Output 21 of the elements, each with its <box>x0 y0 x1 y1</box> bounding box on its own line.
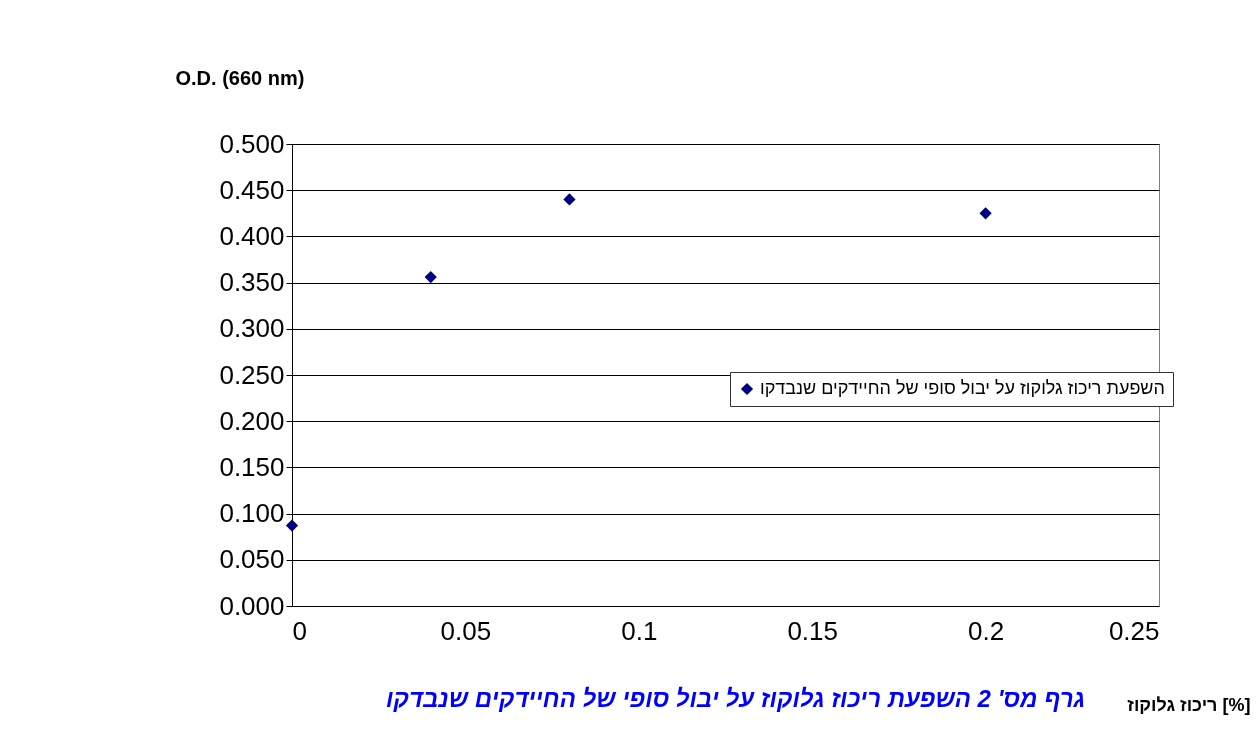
x-tick-label: 0.1 <box>621 615 658 646</box>
x-tick-label: 0.25 <box>1108 615 1160 646</box>
legend-label: השפעת ריכוז גלוקוז על יבול סופי של החיידקים שנבדקו <box>760 378 1165 398</box>
y-tick-label: 0.100 <box>219 498 285 529</box>
y-tick-label: 0.050 <box>219 544 285 575</box>
x-tick-label: 0 <box>292 615 307 646</box>
x-tick-label: 0.2 <box>968 615 1005 646</box>
y-tick-label: 0.450 <box>219 174 285 205</box>
x-tick-label: 0.05 <box>440 615 492 646</box>
y-tick-label: 0.000 <box>219 590 285 621</box>
y-tick-label: 0.300 <box>219 313 285 344</box>
x-axis-title: ריכוז גלוקוז [%] <box>1127 694 1251 715</box>
y-tick-label: 0.200 <box>219 405 285 436</box>
y-tick-label: 0.350 <box>219 267 285 298</box>
y-tick-label: 0.400 <box>219 220 285 251</box>
text: גרף מס' 2 השפעת ריכוז גלוקוז על יבול סופי של החיידקים שנבדקו <box>386 685 1085 712</box>
y-tick-label: 0.150 <box>219 451 285 482</box>
y-tick-label: 0.500 <box>219 128 285 159</box>
x-tick-label: 0.15 <box>787 615 838 646</box>
y-tick-label: 0.250 <box>219 359 285 390</box>
y-axis-title: O.D. (660 nm) <box>175 66 305 89</box>
